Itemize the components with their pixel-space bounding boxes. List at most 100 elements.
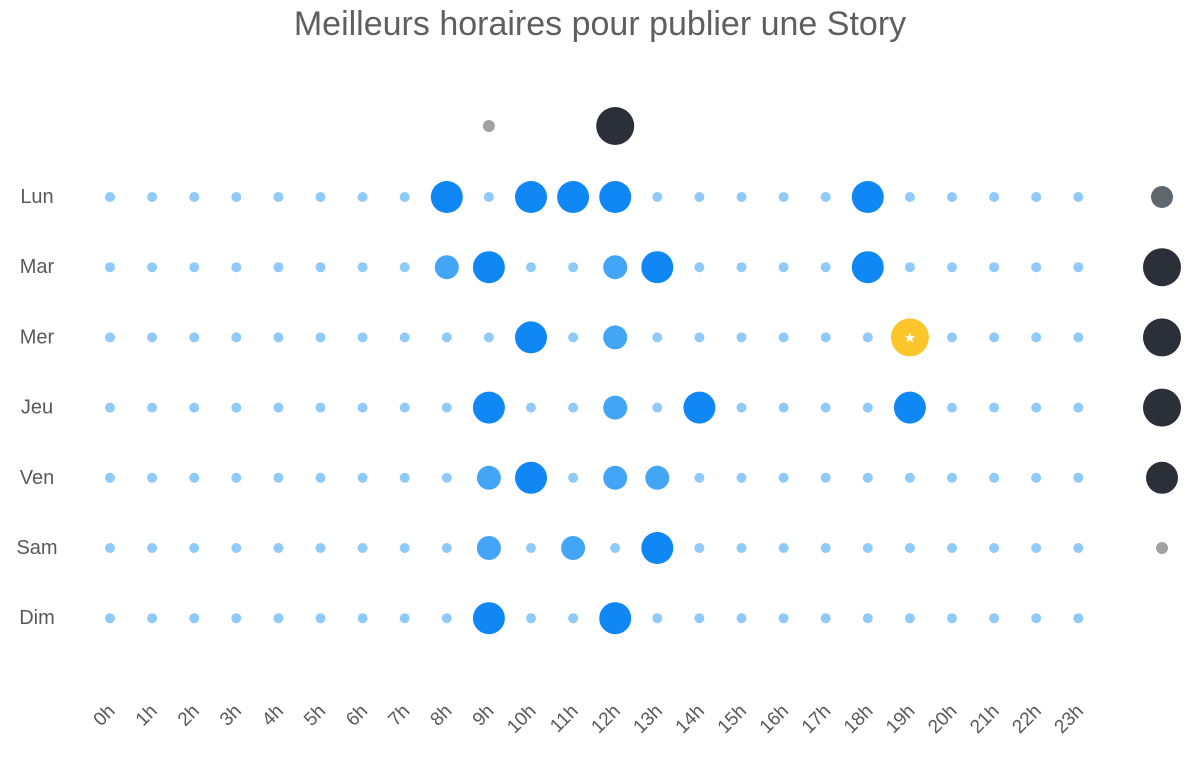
data-dot xyxy=(315,192,326,202)
data-dot xyxy=(189,332,200,343)
data-dot xyxy=(568,332,579,343)
data-dot xyxy=(1073,192,1084,202)
data-dot xyxy=(736,613,747,624)
data-dot xyxy=(357,262,368,273)
data-dot xyxy=(147,543,158,553)
data-dot xyxy=(599,181,632,213)
data-dot xyxy=(273,543,284,553)
hour-total-dot xyxy=(482,120,495,132)
hour-tick-label: 20h xyxy=(924,701,961,738)
data-dot xyxy=(778,402,789,413)
data-dot xyxy=(1073,262,1084,273)
data-dot xyxy=(641,251,674,284)
data-dot xyxy=(820,613,831,624)
data-dot xyxy=(189,543,200,553)
hour-tick-label: 7h xyxy=(384,701,414,731)
data-dot xyxy=(472,251,505,284)
data-dot xyxy=(820,192,831,202)
data-dot xyxy=(105,332,115,343)
data-dot xyxy=(441,613,452,624)
data-dot xyxy=(694,262,705,273)
chart-title: Meilleurs horaires pour publier une Stor… xyxy=(293,5,907,43)
data-dot xyxy=(778,192,789,202)
data-dot xyxy=(736,332,747,343)
data-dot xyxy=(694,543,705,553)
data-dot xyxy=(189,613,200,624)
data-dot xyxy=(1073,543,1084,553)
data-dot xyxy=(526,543,536,553)
hour-total-dot xyxy=(596,107,635,145)
data-dot xyxy=(147,332,158,343)
data-dot xyxy=(147,402,158,413)
data-dot xyxy=(315,402,326,413)
data-dot xyxy=(399,613,410,624)
data-dot xyxy=(851,251,884,284)
data-dot xyxy=(441,402,452,413)
data-dot xyxy=(947,192,957,202)
data-dot xyxy=(989,472,1000,483)
data-dot xyxy=(694,332,705,343)
data-dot xyxy=(526,613,536,624)
data-dot xyxy=(736,472,747,483)
data-dot xyxy=(105,472,115,483)
data-dot xyxy=(231,192,242,202)
data-dot xyxy=(736,192,747,202)
data-dot xyxy=(399,472,410,483)
data-dot xyxy=(989,402,1000,413)
data-dot xyxy=(989,543,1000,553)
data-dot xyxy=(862,472,873,483)
data-dot xyxy=(652,402,663,413)
data-dot xyxy=(652,192,663,202)
data-dot xyxy=(476,536,501,560)
hour-tick-label: 10h xyxy=(503,701,540,738)
data-dot xyxy=(820,262,831,273)
day-label: Ven xyxy=(20,467,54,489)
data-dot xyxy=(147,192,158,202)
data-dot xyxy=(568,472,579,483)
data-dot xyxy=(1031,332,1042,343)
day-total-dot xyxy=(1143,388,1181,427)
data-dot xyxy=(483,332,494,343)
data-dot xyxy=(603,255,628,280)
data-dot xyxy=(357,192,368,202)
data-dot xyxy=(904,543,915,553)
hour-tick-label: 15h xyxy=(714,701,751,738)
data-dot xyxy=(105,613,115,624)
hour-tick-label: 0h xyxy=(90,701,120,731)
data-dot xyxy=(315,332,326,343)
data-dot xyxy=(231,332,242,343)
data-dot xyxy=(515,321,547,354)
data-dot xyxy=(105,543,115,553)
data-dot xyxy=(273,613,284,624)
data-dot xyxy=(231,402,242,413)
hour-tick-label: 9h xyxy=(469,701,499,731)
data-dot xyxy=(472,602,505,635)
hour-tick-label: 6h xyxy=(342,701,372,731)
data-dot xyxy=(273,402,284,413)
best-slot-dot xyxy=(890,318,929,357)
data-dot xyxy=(989,262,1000,273)
data-dot xyxy=(947,332,957,343)
data-dot xyxy=(399,192,410,202)
hour-tick-label: 23h xyxy=(1051,701,1088,738)
hour-tick-label: 3h xyxy=(216,701,246,731)
data-dot xyxy=(989,613,1000,624)
data-dot xyxy=(273,192,284,202)
data-dot xyxy=(736,543,747,553)
data-dot xyxy=(904,262,915,273)
data-dot xyxy=(1031,472,1042,483)
hour-tick-label: 18h xyxy=(840,701,877,738)
data-dot xyxy=(105,262,115,273)
data-dot xyxy=(947,262,957,273)
data-dot xyxy=(147,613,158,624)
data-dot xyxy=(641,532,674,564)
data-dot xyxy=(568,613,579,624)
data-dot xyxy=(357,613,368,624)
data-dot xyxy=(273,332,284,343)
data-dot xyxy=(694,192,705,202)
data-dot xyxy=(231,262,242,273)
hour-tick-label: 13h xyxy=(630,701,667,738)
data-dot xyxy=(947,472,957,483)
data-dot xyxy=(645,465,670,490)
